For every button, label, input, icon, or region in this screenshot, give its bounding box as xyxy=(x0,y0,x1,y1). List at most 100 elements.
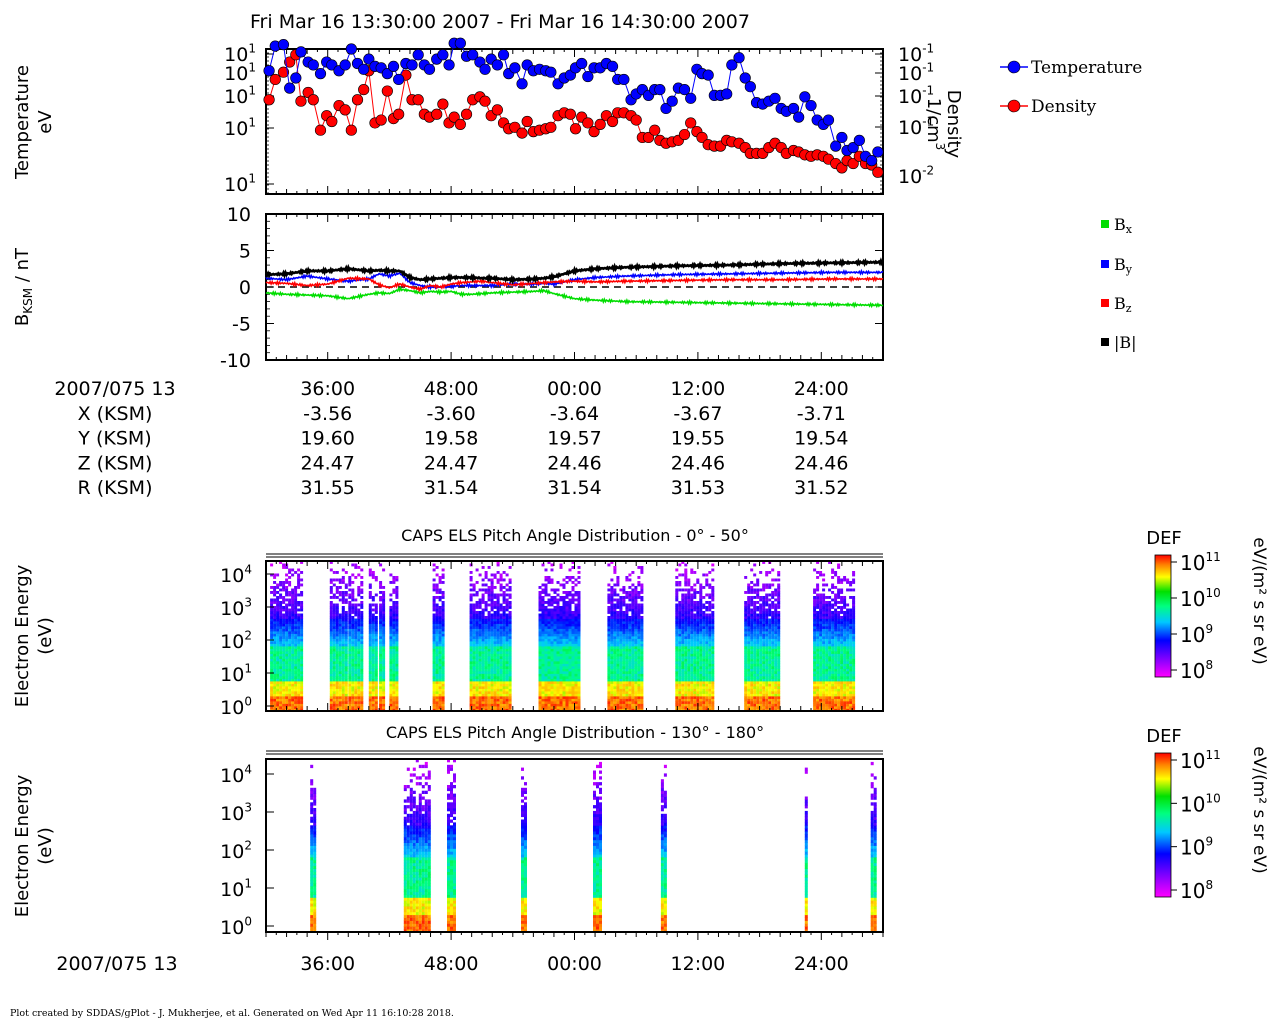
spectrogram-cell xyxy=(344,681,348,684)
spectrogram-cell xyxy=(711,621,715,624)
spectrogram-cell xyxy=(625,578,629,582)
spectrogram-cell xyxy=(508,593,512,597)
spectrogram-cell xyxy=(490,658,494,662)
spectrogram-cell xyxy=(637,633,641,637)
bz-series-line xyxy=(265,274,884,293)
spectrogram-cell xyxy=(610,616,614,619)
spectrogram-cell xyxy=(273,666,277,669)
spectrogram-cell xyxy=(291,691,295,694)
spectrogram-cell xyxy=(613,648,617,652)
spectrogram-cell xyxy=(571,621,575,624)
spectrogram-cell xyxy=(273,573,277,577)
spectrogram-cell xyxy=(699,643,703,647)
spectrogram-cell xyxy=(285,666,289,669)
spectrogram-cell xyxy=(505,706,509,709)
spectrogram-cell xyxy=(273,618,277,622)
spectrogram-cell xyxy=(332,633,336,637)
spectrogram-cell xyxy=(288,678,292,682)
spectrogram-cell xyxy=(432,651,436,654)
spectrogram-cell xyxy=(335,606,339,609)
spectrogram-cell xyxy=(435,613,439,617)
spectrogram-cell xyxy=(276,653,280,657)
spectrogram-cell xyxy=(357,696,361,699)
spectrogram-cell xyxy=(332,638,336,642)
spectrogram-cell xyxy=(389,613,393,617)
spectrogram-cell xyxy=(351,706,355,709)
spectrogram-cell xyxy=(616,693,620,697)
spectrogram-0-50-cells xyxy=(270,561,856,712)
spectrogram-cell xyxy=(354,643,358,647)
spectrogram-cell xyxy=(354,606,358,609)
spectrogram-cell xyxy=(550,601,554,604)
spectrogram-cell xyxy=(338,671,342,674)
spectrogram-cell xyxy=(565,651,569,654)
spectrogram-cell xyxy=(395,638,399,642)
spectrogram-cell xyxy=(279,706,283,709)
spectrogram-cell xyxy=(351,648,355,652)
spectrogram-cell xyxy=(616,691,620,694)
spectrogram-cell xyxy=(288,686,292,689)
spectrogram-cell xyxy=(354,673,358,677)
spectrogram-cell xyxy=(678,701,682,704)
spectrogram-cell xyxy=(341,601,345,604)
spectrogram-cell xyxy=(744,693,748,697)
spectrogram-cell xyxy=(478,681,482,684)
spectrogram-cell xyxy=(538,693,542,697)
spectrogram-cell xyxy=(300,571,304,574)
spectrogram-cell xyxy=(571,701,575,704)
spectrogram-cell xyxy=(696,641,700,644)
spectrogram-cell xyxy=(441,688,445,692)
spectrogram-cell xyxy=(696,616,700,619)
spectrogram-cell xyxy=(678,621,682,624)
spectrogram-cell xyxy=(395,611,399,614)
spectrogram-cell xyxy=(288,583,292,587)
spectrogram-cell xyxy=(438,701,442,704)
spectrogram-cell xyxy=(288,708,292,712)
spectrogram-cell xyxy=(678,603,682,607)
spectrogram-cell xyxy=(687,578,691,582)
spectrogram-cell xyxy=(332,608,336,612)
spectrogram-cell xyxy=(550,686,554,689)
spectrogram-cell xyxy=(708,636,712,639)
spectrogram-cell xyxy=(294,598,298,602)
spectrogram-cell xyxy=(699,678,703,682)
spectrogram-cell xyxy=(544,693,548,697)
spectrogram-cell xyxy=(435,583,439,587)
spectrogram-cell xyxy=(469,703,473,707)
spectrogram-cell xyxy=(556,606,560,609)
spectrogram-cell xyxy=(432,666,436,669)
spectrogram-cell xyxy=(282,598,286,602)
spectrogram-cell xyxy=(693,616,697,619)
spectrogram-cell xyxy=(571,671,575,674)
spectrogram-cell xyxy=(371,666,375,669)
temperature-point xyxy=(479,63,491,75)
spectrogram-cell xyxy=(371,693,375,697)
spectrogram-cell xyxy=(565,686,569,689)
spectrogram-cell xyxy=(481,658,485,662)
spectrogram-cell xyxy=(341,618,345,622)
spectrogram-cell xyxy=(493,623,497,627)
spectrogram-cell xyxy=(484,626,488,629)
spectrogram-cell xyxy=(344,643,348,647)
spectrogram-cell xyxy=(634,658,638,662)
spectrogram-cell xyxy=(687,653,691,657)
spectrogram-cell xyxy=(382,678,386,682)
spectrogram-cell xyxy=(556,621,560,624)
spectrogram-cell xyxy=(438,591,442,594)
spectrogram-cell xyxy=(279,623,283,627)
spectrogram-cell xyxy=(338,683,342,687)
spectrogram-cell xyxy=(297,576,301,579)
spectrogram-cell xyxy=(357,668,361,672)
spectrogram-cell xyxy=(389,598,393,602)
spectrogram-cell xyxy=(547,671,551,674)
spectrogram-cell xyxy=(508,676,512,679)
spectrogram-cell xyxy=(711,626,715,629)
spectrogram-cell xyxy=(678,606,682,609)
spectrogram-cell xyxy=(565,668,569,672)
spectrogram-cell xyxy=(273,638,277,642)
spectrogram-cell xyxy=(499,706,503,709)
spectrogram-cell xyxy=(493,633,497,637)
spectrogram-cell xyxy=(389,681,393,684)
spectrogram-cell xyxy=(690,686,694,689)
spectrogram-cell xyxy=(354,658,358,662)
